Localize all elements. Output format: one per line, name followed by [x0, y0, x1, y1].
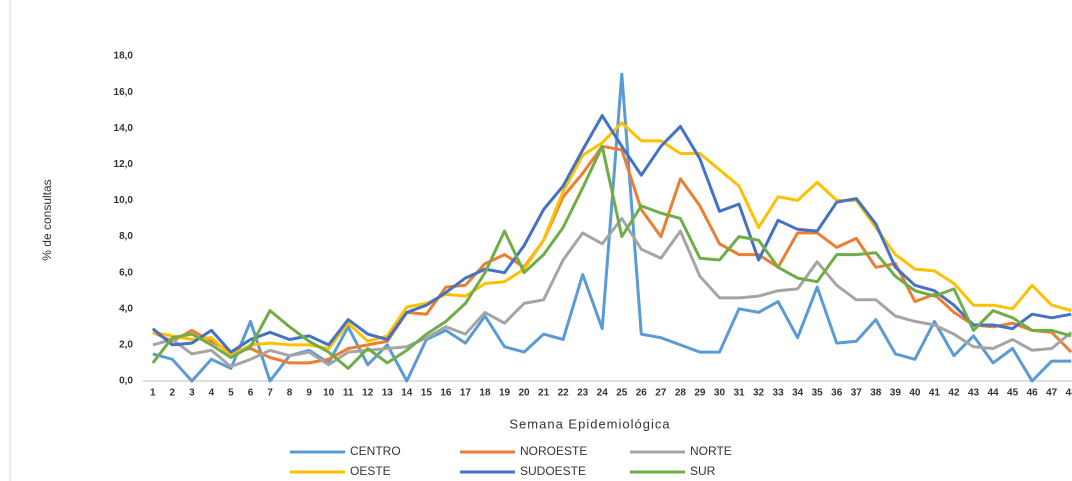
x-tick-label: 42 [948, 388, 960, 399]
x-tick-label: 6 [248, 388, 254, 399]
x-tick-label: 34 [792, 388, 804, 399]
x-tick-label: 48 [1066, 388, 1072, 399]
series-line [152, 72, 1072, 383]
x-tick-label: 44 [988, 388, 1000, 399]
x-tick-label: 22 [558, 388, 570, 399]
x-tick-label: 21 [538, 388, 550, 399]
y-tick-label: 14,0 [114, 123, 134, 134]
legend-label: SUDOESTE [520, 464, 586, 478]
x-tick-label: 2 [170, 388, 176, 399]
legend-label: CENTRO [350, 444, 401, 458]
x-tick-label: 43 [968, 388, 980, 399]
y-tick-label: 10,0 [114, 195, 134, 206]
x-tick-label: 16 [440, 388, 452, 399]
x-tick-label: 12 [362, 388, 374, 399]
x-tick-label: 40 [909, 388, 921, 399]
y-tick-label: 12,0 [114, 159, 134, 170]
series-line [151, 114, 1072, 354]
y-tick-label: 18,0 [114, 51, 134, 62]
x-tick-label: 15 [421, 388, 433, 399]
x-tick-label: 24 [597, 388, 609, 399]
series-line [152, 144, 1072, 365]
x-tick-label: 3 [189, 388, 195, 399]
x-tick-label: 33 [773, 388, 785, 399]
x-tick-label: 9 [306, 388, 312, 399]
y-tick-label: 6,0 [119, 267, 133, 278]
x-tick-label: 4 [209, 388, 215, 399]
x-tick-label: 41 [929, 388, 941, 399]
x-tick-label: 1 [150, 388, 156, 399]
series-line [152, 217, 1072, 369]
x-tick-label: 23 [577, 388, 589, 399]
x-tick-label: 17 [460, 388, 472, 399]
x-tick-label: 13 [382, 388, 394, 399]
y-tick-label: 0,0 [119, 376, 133, 387]
x-tick-label: 27 [655, 388, 667, 399]
y-tick-label: 8,0 [119, 231, 133, 242]
x-tick-label: 19 [499, 388, 511, 399]
y-tick-label: 16,0 [114, 87, 134, 98]
x-tick-label: 20 [519, 388, 531, 399]
x-tick-label: 36 [831, 388, 843, 399]
x-tick-label: 18 [479, 388, 491, 399]
y-axis-label: % de consultas [40, 179, 54, 260]
x-tick-label: 14 [401, 388, 413, 399]
x-tick-label: 31 [733, 388, 745, 399]
x-tick-label: 25 [616, 388, 628, 399]
x-tick-label: 28 [675, 388, 687, 399]
x-tick-label: 29 [694, 388, 706, 399]
legend-label: SUR [690, 464, 716, 478]
x-tick-label: 38 [870, 388, 882, 399]
x-tick-label: 10 [323, 388, 335, 399]
x-tick-label: 8 [287, 388, 293, 399]
x-tick-label: 39 [890, 388, 902, 399]
x-tick-label: 5 [228, 388, 234, 399]
x-axis-label: Semana Epidemiológica [509, 416, 670, 431]
x-tick-label: 35 [812, 388, 824, 399]
x-tick-label: 7 [267, 388, 273, 399]
x-tick-label: 26 [636, 388, 648, 399]
x-tick-label: 47 [1046, 388, 1058, 399]
legend-label: NORTE [690, 444, 732, 458]
y-tick-label: 2,0 [119, 340, 133, 351]
x-tick-label: 46 [1027, 388, 1039, 399]
x-tick-label: 30 [714, 388, 726, 399]
series-line [151, 144, 1072, 370]
legend-label: NOROESTE [520, 444, 587, 458]
x-tick-label: 45 [1007, 388, 1019, 399]
legend-label: OESTE [350, 464, 391, 478]
x-tick-label: 32 [753, 388, 765, 399]
x-tick-label: 11 [343, 388, 354, 399]
x-tick-label: 37 [851, 388, 863, 399]
y-tick-label: 4,0 [119, 303, 133, 314]
